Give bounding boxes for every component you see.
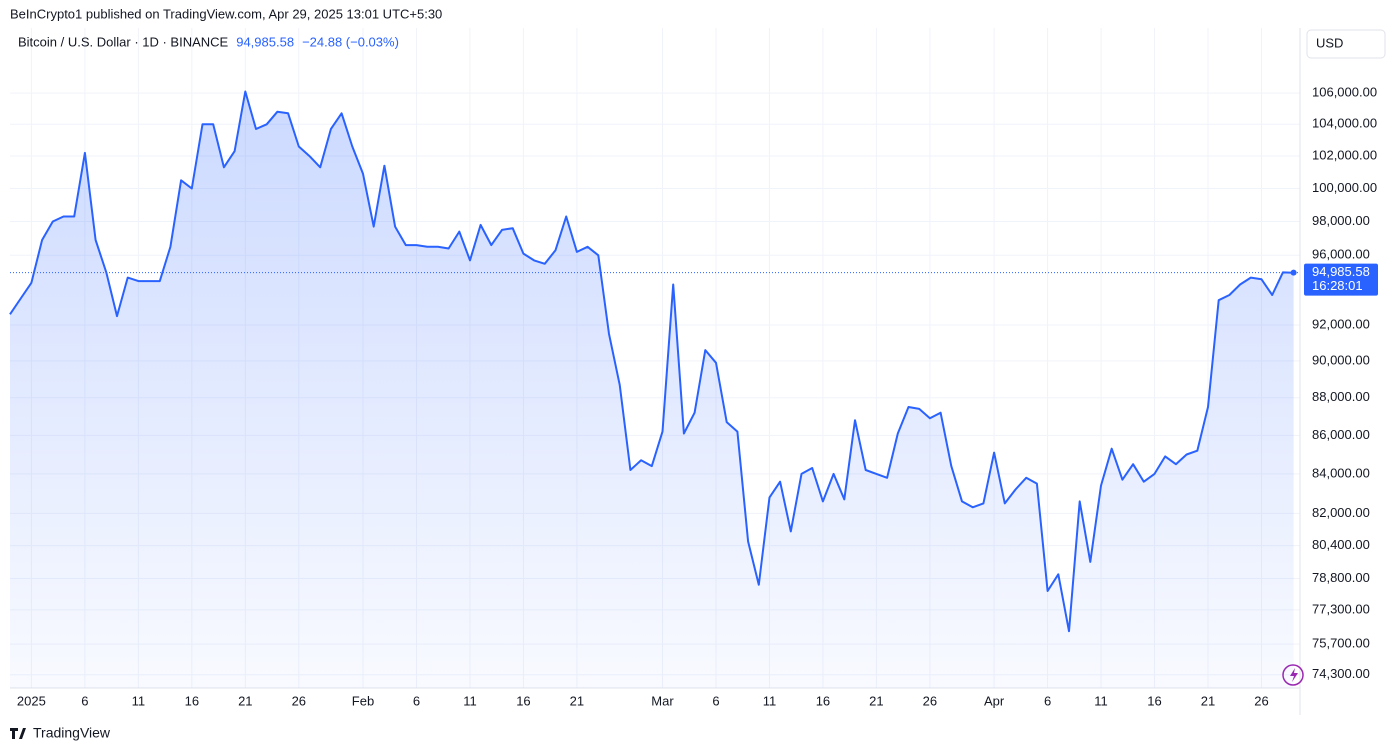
y-tick-label: 100,000.00 (1312, 180, 1377, 195)
x-tick-label: 26 (292, 693, 306, 708)
brand-name: TradingView (33, 725, 111, 741)
y-tick-label: 77,300.00 (1312, 601, 1370, 616)
x-tick-label: 11 (763, 693, 777, 708)
y-tick-label: 88,000.00 (1312, 389, 1370, 404)
currency-label: USD (1316, 35, 1343, 50)
y-tick-label: 96,000.00 (1312, 247, 1370, 262)
x-tick-label: 6 (712, 693, 719, 708)
price-line (9, 90, 1294, 633)
price-tag-value: 94,985.58 (1312, 264, 1370, 279)
x-tick-label: 2025 (17, 693, 46, 708)
y-tick-label: 82,000.00 (1312, 505, 1370, 520)
x-tick-label: 6 (1044, 693, 1051, 708)
legend: Bitcoin / U.S. Dollar · 1D · BINANCE 94,… (18, 34, 399, 49)
x-tick-label: 16 (185, 693, 199, 708)
x-tick-label: 26 (1254, 693, 1268, 708)
currency-button[interactable] (1306, 29, 1386, 59)
y-tick-label: 75,700.00 (1312, 636, 1370, 651)
x-tick-label: 11 (132, 693, 146, 708)
x-tick-label: 11 (463, 693, 477, 708)
y-tick-label: 106,000.00 (1312, 85, 1377, 100)
x-tick-label: 6 (81, 693, 88, 708)
x-tick-label: 16 (816, 693, 830, 708)
icon-bolt (1290, 668, 1298, 682)
symbol-name: Bitcoin / U.S. Dollar · 1D · BINANCE (18, 34, 229, 49)
brand-logo (10, 728, 26, 739)
y-tick-label: 104,000.00 (1312, 116, 1377, 131)
last-price: 94,985.58 (236, 34, 294, 49)
x-tick-label: 16 (1147, 693, 1161, 708)
x-tick-label: 26 (923, 693, 937, 708)
y-tick-label: 80,400.00 (1312, 537, 1370, 552)
y-tick-label: 78,800.00 (1312, 570, 1370, 585)
last-price-dot (1290, 269, 1297, 276)
y-tick-label: 92,000.00 (1312, 316, 1370, 331)
x-tick-label: 21 (570, 693, 584, 708)
price-tag (1304, 263, 1378, 296)
x-tick-label: Mar (651, 693, 674, 708)
y-tick-label: 90,000.00 (1312, 352, 1370, 367)
price-change: −24.88 (−0.03%) (302, 34, 399, 49)
y-tick-label: 74,300.00 (1312, 666, 1370, 681)
brand: TradingView (10, 725, 111, 741)
x-tick-label: Feb (352, 693, 374, 708)
x-tick-label: 21 (238, 693, 252, 708)
x-tick-label: Apr (984, 693, 1005, 708)
published-line: BeInCrypto1 published on TradingView.com… (10, 6, 442, 21)
y-tick-label: 102,000.00 (1312, 147, 1377, 162)
x-tick-label: 21 (869, 693, 883, 708)
y-tick-label: 98,000.00 (1312, 213, 1370, 228)
area-fill (10, 91, 1294, 688)
x-tick-label: 16 (516, 693, 530, 708)
x-tick-label: 11 (1094, 693, 1108, 708)
y-tick-label: 84,000.00 (1312, 465, 1370, 480)
x-tick-label: 21 (1201, 693, 1215, 708)
x-tick-label: 6 (413, 693, 420, 708)
price-tag-countdown: 16:28:01 (1312, 278, 1363, 293)
y-tick-label: 86,000.00 (1312, 427, 1370, 442)
